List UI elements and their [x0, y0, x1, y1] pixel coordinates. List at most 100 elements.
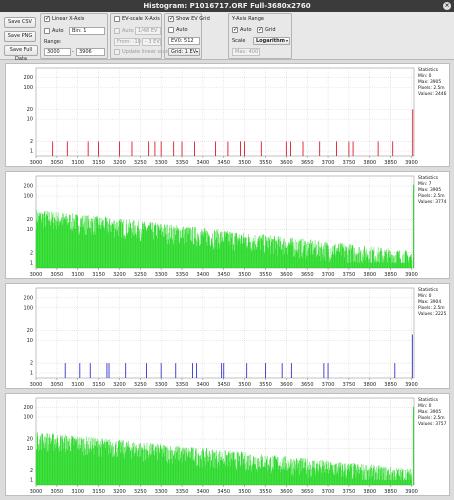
- stats-pixels: Pixels: 2.5m: [418, 306, 445, 311]
- x-tick-label: 3400: [197, 160, 210, 166]
- ev0-value: 512: [184, 38, 194, 44]
- x-tick-label: 3800: [363, 160, 376, 166]
- y-auto-label: Auto: [240, 27, 252, 33]
- save-csv-button[interactable]: Save CSV: [4, 17, 36, 28]
- statistics-box-4: Statistics Min: 0 Max: 3905 Pixels: 2.5m…: [418, 398, 450, 428]
- x-tick-label: 3550: [259, 160, 272, 166]
- x-tick-label: 3700: [322, 382, 335, 388]
- title-bar: Histogram: P1016717.ORF Full-3680x2760 ×: [0, 0, 454, 12]
- x-tick-label: 3250: [134, 160, 147, 166]
- x-tick-label: 3750: [343, 489, 356, 495]
- ev-bins-field[interactable]: 1/48 EV: [135, 27, 161, 35]
- y-grid-checkbox[interactable]: [257, 26, 263, 33]
- y-scale-label: Scale: [232, 38, 246, 44]
- x-tick-label: 3800: [363, 272, 376, 278]
- y-tick-label: 10: [27, 227, 33, 233]
- save-png-button[interactable]: Save PNG: [4, 31, 36, 42]
- linear-auto-checkbox[interactable]: [44, 28, 50, 34]
- x-tick-label: 3200: [113, 160, 126, 166]
- show-ev-grid-checkbox[interactable]: [168, 15, 174, 22]
- stats-max: Max: 3905: [418, 410, 442, 415]
- stats-min: Min: 7: [418, 182, 432, 187]
- x-tick-label: 3050: [50, 382, 63, 388]
- stats-max: Max: 3904: [418, 300, 442, 305]
- ev-auto-label: Auto: [122, 28, 134, 34]
- x-tick-label: 3850: [384, 489, 397, 495]
- ev-grid-group: Show EV Grid Auto EV0: 512 Grid: 1 EV ▾: [164, 13, 210, 59]
- x-tick-label: 3150: [92, 489, 105, 495]
- linear-x-axis-label: Linear X-Axis: [52, 16, 85, 22]
- stats-max: Max: 3905: [418, 80, 442, 85]
- x-tick-label: 3550: [259, 382, 272, 388]
- ev0-field[interactable]: EV0: 512: [168, 37, 200, 45]
- x-tick-label: 3000: [30, 160, 43, 166]
- y-auto-checkbox[interactable]: [232, 26, 238, 33]
- statistics-box-3: Statistics Min: 0 Max: 3904 Pixels: 2.5m…: [418, 288, 450, 318]
- close-button[interactable]: ×: [443, 2, 451, 10]
- x-tick-label: 3050: [50, 272, 63, 278]
- histogram-chart-4: 1 2 10 20 100 200 3000 3050 3100 3150 3200 3250 3300…: [23, 397, 418, 495]
- chevron-down-icon: ▾: [195, 49, 198, 54]
- x-tick-label: 3550: [259, 489, 272, 495]
- show-ev-grid-label: Show EV Grid: [176, 16, 210, 22]
- y-max-field[interactable]: Max: 400: [232, 48, 260, 56]
- stats-title: Statistics: [418, 288, 439, 293]
- x-tick-label: 3900: [405, 489, 418, 495]
- x-tick-label: 3100: [71, 272, 84, 278]
- stats-max: Max: 3905: [418, 188, 442, 193]
- ev-grid-select[interactable]: Grid: 1 EV ▾: [168, 48, 200, 56]
- x-tick-label: 3750: [343, 272, 356, 278]
- y-tick-label: 20: [27, 328, 33, 334]
- x-tick-label: 3250: [134, 489, 147, 495]
- y-tick-label: 100: [23, 85, 33, 91]
- save-full-data-button[interactable]: Save Full Data: [4, 45, 38, 62]
- x-tick-label: 3900: [405, 160, 418, 166]
- y-tick-label: 100: [23, 415, 33, 421]
- y-tick-label: 10: [27, 338, 33, 344]
- stats-values: Values: 3774: [418, 200, 447, 205]
- plot-area: [35, 67, 415, 157]
- ev-to-field[interactable]: - 3 EV: [142, 38, 161, 46]
- y-tick-label: 1: [30, 371, 33, 377]
- ev-grid-auto-checkbox[interactable]: [168, 27, 174, 33]
- y-tick-label: 200: [23, 75, 33, 81]
- y-scale-select-value: Logarithm: [256, 38, 285, 44]
- x-tick-label: 3550: [259, 272, 272, 278]
- linear-auto-label: Auto: [52, 28, 64, 34]
- linear-bins-field[interactable]: Bin: 1: [69, 27, 105, 35]
- stats-title: Statistics: [418, 176, 439, 181]
- x-tick-label: 3000: [30, 272, 43, 278]
- stats-values: Values: 3757: [418, 422, 447, 427]
- x-tick-label: 3050: [50, 489, 63, 495]
- x-tick-label: 3450: [217, 272, 230, 278]
- window-title: Histogram: P1016717.ORF Full-3680x2760: [143, 2, 311, 10]
- y-tick-label: 2: [30, 139, 33, 145]
- ev-grid-auto-label: Auto: [176, 27, 188, 33]
- x-tick-label: 3650: [301, 272, 314, 278]
- ev-auto-checkbox[interactable]: [114, 28, 120, 34]
- y-axis-range-group: Y-Axis Range Auto Grid Scale Logarithm ▾…: [228, 13, 292, 59]
- x-tick-label: 3700: [322, 272, 335, 278]
- histogram-bars: [35, 431, 413, 485]
- histogram-chart-2: 1 2 10 20 100 200 3000 3050 3100 3150 3200 3250 3300…: [23, 175, 418, 278]
- y-scale-select[interactable]: Logarithm ▾: [253, 37, 290, 45]
- ev-x-axis-checkbox[interactable]: [114, 16, 120, 22]
- linear-range-from-field[interactable]: 3000: [44, 48, 71, 56]
- x-tick-label: 3100: [71, 382, 84, 388]
- x-tick-label: 3850: [384, 382, 397, 388]
- update-linear-scale-checkbox[interactable]: [114, 49, 120, 55]
- ev-from-field[interactable]: From: -10: [114, 38, 141, 46]
- x-tick-label: 3150: [92, 382, 105, 388]
- statistics-box-1: Statistics Min: 0 Max: 3905 Pixels: 2.5m…: [418, 68, 450, 98]
- histogram-chart-1: 1 2 10 20 100 200 3000 3050 3100 3150 3200 3250 3300…: [23, 67, 418, 166]
- histogram-panel-3: 1 2 10 20 100 200 3000 3050 3100 3150 3200 3250 3300…: [5, 283, 450, 389]
- x-tick-label: 3200: [113, 272, 126, 278]
- linear-x-axis-checkbox[interactable]: [44, 15, 50, 22]
- x-tick-label: 3850: [384, 160, 397, 166]
- linear-range-to-field[interactable]: 3906: [76, 48, 105, 56]
- x-tick-label: 3600: [280, 382, 293, 388]
- chevron-down-icon: ▾: [285, 38, 288, 43]
- x-tick-label: 3850: [384, 272, 397, 278]
- x-tick-label: 3300: [155, 382, 168, 388]
- x-tick-label: 3750: [343, 160, 356, 166]
